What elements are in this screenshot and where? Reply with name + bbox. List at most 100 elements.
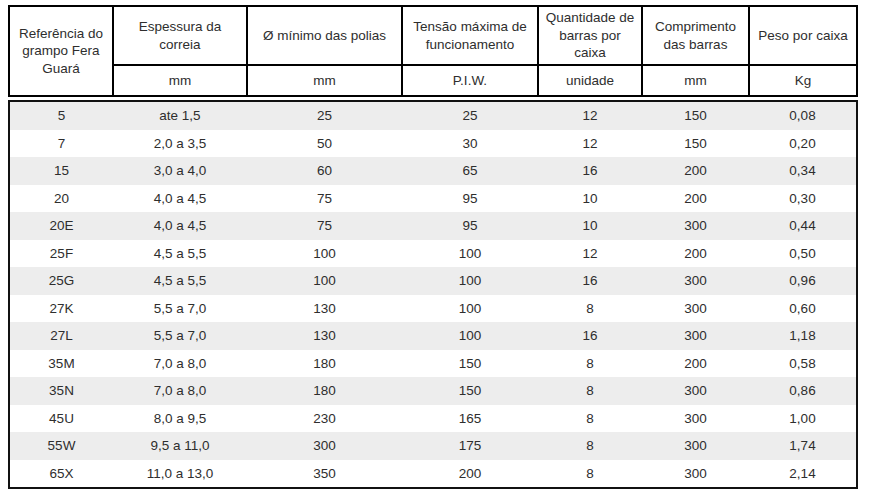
- table-cell: 0,08: [749, 101, 857, 130]
- table-cell: 350: [247, 460, 402, 489]
- table-row: 27K5,5 a 7,013010083000,60: [9, 295, 857, 323]
- table-cell: 8: [538, 405, 642, 433]
- header-label-row: Referência do grampo Fera Guará Espessur…: [9, 6, 857, 65]
- table-row: 204,0 a 4,57595102000,30: [9, 185, 857, 213]
- table-cell: 100: [247, 240, 402, 268]
- table-cell: 100: [402, 267, 538, 295]
- table-cell: 1,74: [749, 432, 857, 460]
- column-header-quantidade: Quantidade de barras por caixa: [538, 6, 642, 65]
- table-cell: 200: [642, 240, 749, 268]
- table-cell: 10: [538, 185, 642, 213]
- table-cell: 20: [9, 185, 113, 213]
- table-row: 35M7,0 a 8,018015082000,58: [9, 350, 857, 378]
- table-cell: 0,30: [749, 185, 857, 213]
- header-unit-row: mm mm P.I.W. unidade mm Kg: [9, 65, 857, 96]
- table-cell: 8: [538, 377, 642, 405]
- spec-sheet: Referência do grampo Fera Guará Espessur…: [0, 0, 874, 502]
- table-cell: 5,5 a 7,0: [113, 295, 247, 323]
- table-cell: 100: [402, 295, 538, 323]
- unit-quantidade: unidade: [538, 65, 642, 96]
- table-cell: 150: [642, 101, 749, 130]
- table-cell: 50: [247, 130, 402, 158]
- table-cell: 9,5 a 11,0: [113, 432, 247, 460]
- table-cell: 230: [247, 405, 402, 433]
- table-row: 65X11,0 a 13,035020083002,14: [9, 460, 857, 489]
- table-cell: 165: [402, 405, 538, 433]
- table-cell: 8,0 a 9,5: [113, 405, 247, 433]
- table-cell: 150: [642, 130, 749, 158]
- table-body: 5ate 1,52525121500,0872,0 a 3,5503012150…: [9, 101, 857, 488]
- table-cell: 15: [9, 157, 113, 185]
- table-cell: 16: [538, 267, 642, 295]
- table-cell: 25F: [9, 240, 113, 268]
- table-cell: 16: [538, 157, 642, 185]
- table-cell: 200: [642, 185, 749, 213]
- table-row: 153,0 a 4,06065162000,34: [9, 157, 857, 185]
- table-cell: 130: [247, 295, 402, 323]
- table-row: 25F4,5 a 5,5100100122000,50: [9, 240, 857, 268]
- table-cell: 200: [402, 460, 538, 489]
- table-cell: 100: [402, 322, 538, 350]
- table-cell: 8: [538, 295, 642, 323]
- table-cell: 12: [538, 240, 642, 268]
- table-cell: 0,20: [749, 130, 857, 158]
- column-header-peso: Peso por caixa: [749, 6, 857, 65]
- table-cell: 300: [642, 322, 749, 350]
- table-cell: 2,14: [749, 460, 857, 489]
- spec-table-body: 5ate 1,52525121500,0872,0 a 3,5503012150…: [8, 100, 858, 489]
- unit-polias: mm: [247, 65, 402, 96]
- unit-peso: Kg: [749, 65, 857, 96]
- table-cell: 75: [247, 185, 402, 213]
- table-cell: 8: [538, 350, 642, 378]
- table-cell: 175: [402, 432, 538, 460]
- table-cell: 100: [247, 267, 402, 295]
- table-cell: 95: [402, 185, 538, 213]
- table-cell: 11,0 a 13,0: [113, 460, 247, 489]
- table-cell: 35M: [9, 350, 113, 378]
- table-cell: 27L: [9, 322, 113, 350]
- table-cell: 5: [9, 101, 113, 130]
- table-cell: 300: [247, 432, 402, 460]
- table-row: 72,0 a 3,55030121500,20: [9, 130, 857, 158]
- table-cell: 300: [642, 377, 749, 405]
- table-cell: 2,0 a 3,5: [113, 130, 247, 158]
- table-cell: 0,58: [749, 350, 857, 378]
- table-cell: 300: [642, 432, 749, 460]
- unit-espessura: mm: [113, 65, 247, 96]
- table-row: 27L5,5 a 7,0130100163001,18: [9, 322, 857, 350]
- column-header-espessura: Espessura da correia: [113, 6, 247, 65]
- table-cell: 25: [402, 101, 538, 130]
- table-cell: 300: [642, 212, 749, 240]
- table-row: 55W9,5 a 11,030017583001,74: [9, 432, 857, 460]
- table-cell: 10: [538, 212, 642, 240]
- table-cell: 7,0 a 8,0: [113, 350, 247, 378]
- column-header-comprimento: Comprimento das barras: [642, 6, 749, 65]
- column-header-tensao: Tensão máxima de funcionamento: [402, 6, 538, 65]
- table-cell: 7,0 a 8,0: [113, 377, 247, 405]
- table-cell: 300: [642, 405, 749, 433]
- table-cell: 35N: [9, 377, 113, 405]
- table-cell: 8: [538, 432, 642, 460]
- table-cell: 0,60: [749, 295, 857, 323]
- table-cell: 0,96: [749, 267, 857, 295]
- unit-comprimento: mm: [642, 65, 749, 96]
- table-cell: 8: [538, 460, 642, 489]
- table-row: 45U8,0 a 9,523016583001,00: [9, 405, 857, 433]
- table-row: 5ate 1,52525121500,08: [9, 101, 857, 130]
- table-cell: 4,5 a 5,5: [113, 240, 247, 268]
- table-cell: 0,50: [749, 240, 857, 268]
- table-cell: 0,34: [749, 157, 857, 185]
- table-cell: 1,18: [749, 322, 857, 350]
- table-cell: 4,0 a 4,5: [113, 185, 247, 213]
- table-cell: ate 1,5: [113, 101, 247, 130]
- table-cell: 30: [402, 130, 538, 158]
- table-cell: 25: [247, 101, 402, 130]
- table-cell: 200: [642, 157, 749, 185]
- table-cell: 60: [247, 157, 402, 185]
- table-cell: 65X: [9, 460, 113, 489]
- table-cell: 180: [247, 350, 402, 378]
- table-cell: 1,00: [749, 405, 857, 433]
- table-cell: 7: [9, 130, 113, 158]
- table-cell: 200: [642, 350, 749, 378]
- unit-tensao: P.I.W.: [402, 65, 538, 96]
